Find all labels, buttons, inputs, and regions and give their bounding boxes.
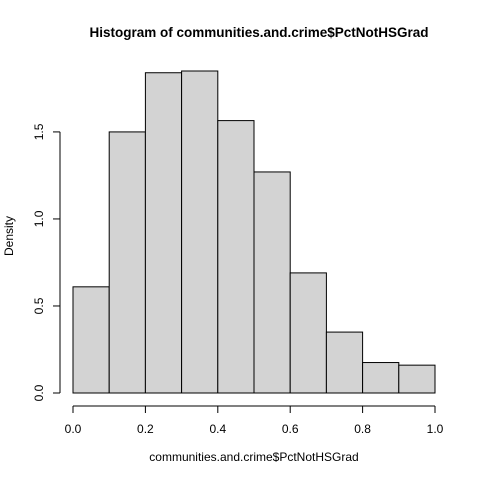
x-axis: 0.0 0.2 0.4 0.6 0.8 1.0 [65, 405, 444, 436]
histogram-bar-2 [144, 72, 183, 394]
x-axis-label: communities.and.crime$PctNotHSGrad [149, 450, 358, 464]
chart-title: Histogram of communities.and.crime$PctNo… [89, 25, 428, 40]
histogram-bar-6 [289, 272, 327, 394]
x-tick-label: 1.0 [427, 422, 444, 436]
x-tick-label: 0.8 [354, 422, 371, 436]
x-tick-label: 0.0 [65, 422, 82, 436]
histogram-bar-4 [217, 120, 255, 394]
histogram-bar-0 [72, 286, 110, 394]
x-tick-label: 0.4 [209, 422, 226, 436]
histogram-bar-1 [108, 131, 146, 394]
x-tick-label: 0.2 [137, 422, 154, 436]
x-tick-label: 0.6 [282, 422, 299, 436]
y-axis-label: Density [2, 216, 16, 256]
histogram-bar-9 [398, 364, 436, 394]
histogram-bar-3 [181, 70, 219, 394]
bars-group [72, 70, 436, 394]
y-tick-label: 1.0 [32, 210, 46, 227]
histogram-bar-5 [253, 171, 291, 394]
y-tick-label: 1.5 [32, 123, 46, 140]
histogram-bar-8 [362, 362, 400, 394]
y-axis: 0.0 0.5 1.0 1.5 [32, 123, 61, 401]
y-tick-label: 0.5 [32, 297, 46, 314]
y-tick-label: 0.0 [32, 384, 46, 401]
histogram-bar-7 [325, 331, 364, 394]
